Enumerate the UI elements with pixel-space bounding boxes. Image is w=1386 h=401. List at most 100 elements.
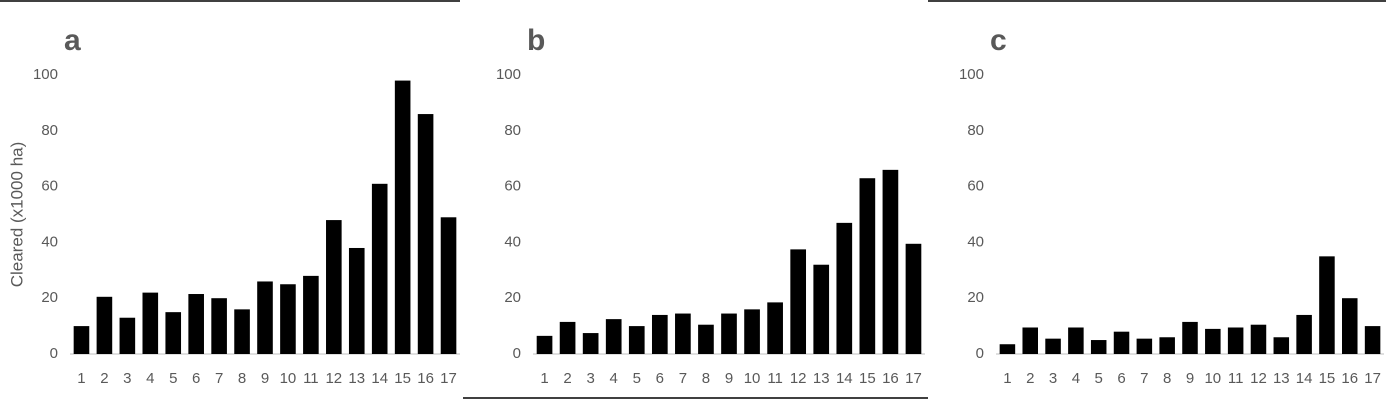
x-tick-label: 15	[859, 370, 876, 387]
x-tick-label: 6	[1117, 370, 1125, 387]
x-tick-label: 7	[1140, 370, 1148, 387]
x-tick-label: 16	[1341, 370, 1358, 387]
x-tick-label: 7	[215, 370, 223, 387]
bar	[188, 294, 204, 354]
bar	[371, 183, 388, 354]
x-tick-label: 1	[540, 370, 548, 387]
x-tick-label: 12	[325, 370, 342, 387]
bar	[96, 296, 113, 354]
x-tick-label: 10	[1204, 370, 1221, 387]
y-tick-label: 0	[50, 345, 58, 362]
x-tick-label: 12	[790, 370, 807, 387]
bar	[1159, 337, 1175, 354]
bar	[1296, 314, 1312, 354]
bar	[767, 302, 783, 354]
bar	[1364, 326, 1381, 354]
x-tick-label: 17	[1364, 370, 1381, 387]
bar	[142, 292, 159, 354]
bar	[257, 281, 273, 354]
bar	[1250, 324, 1267, 354]
y-tick-label: 80	[967, 122, 984, 139]
bar	[836, 222, 853, 354]
x-tick-label: 8	[702, 370, 710, 387]
y-tick-label: 20	[41, 289, 58, 306]
x-tick-label: 6	[656, 370, 664, 387]
y-tick-label: 100	[959, 66, 984, 83]
x-tick-label: 5	[633, 370, 641, 387]
x-tick-label: 4	[1072, 370, 1080, 387]
bar	[1045, 338, 1061, 354]
bar	[1113, 331, 1130, 354]
bar	[1273, 337, 1290, 354]
x-tick-label: 9	[261, 370, 269, 387]
x-tick-label: 8	[1163, 370, 1171, 387]
y-axis-label: Cleared (x1000 ha)	[7, 142, 26, 288]
x-tick-label: 13	[1273, 370, 1290, 387]
y-tick-label: 40	[41, 233, 58, 250]
panel-title: a	[64, 24, 81, 57]
y-tick-label: 60	[504, 178, 521, 195]
x-tick-label: 11	[1228, 370, 1244, 387]
bar	[1205, 328, 1221, 354]
x-tick-label: 3	[586, 370, 594, 387]
bar	[721, 313, 737, 354]
x-tick-label: 13	[348, 370, 365, 387]
bar	[698, 324, 714, 354]
bar	[1182, 321, 1198, 354]
y-tick-label: 100	[496, 66, 521, 83]
y-tick-label: 0	[976, 345, 984, 362]
y-tick-label: 100	[33, 66, 58, 83]
x-tick-label: 10	[280, 370, 297, 387]
x-tick-label: 2	[1026, 370, 1034, 387]
x-tick-label: 5	[1095, 370, 1103, 387]
x-tick-label: 13	[813, 370, 830, 387]
x-tick-label: 15	[394, 370, 411, 387]
bar	[394, 80, 411, 354]
bar	[326, 220, 342, 354]
bar	[280, 284, 296, 354]
y-tick-label: 80	[41, 122, 58, 139]
bar	[859, 178, 876, 354]
y-tick-label: 40	[504, 233, 521, 250]
bar	[417, 114, 434, 354]
y-tick-label: 20	[504, 289, 521, 306]
bar	[813, 264, 830, 354]
y-tick-label: 80	[504, 122, 521, 139]
bar	[1319, 256, 1335, 354]
y-tick-label: 0	[513, 345, 521, 362]
x-tick-label: 17	[440, 370, 457, 387]
bar	[582, 333, 599, 354]
y-tick-label: 60	[967, 178, 984, 195]
x-tick-label: 9	[1186, 370, 1194, 387]
bar	[440, 217, 457, 354]
x-tick-label: 6	[192, 370, 200, 387]
panel-title: b	[527, 24, 545, 57]
x-tick-label: 3	[1049, 370, 1057, 387]
x-tick-label: 15	[1319, 370, 1336, 387]
bar	[1090, 340, 1107, 354]
bar	[628, 326, 645, 354]
x-tick-label: 9	[725, 370, 733, 387]
x-tick-label: 1	[1003, 370, 1011, 387]
x-tick-label: 11	[303, 370, 319, 387]
bar	[651, 314, 668, 354]
x-tick-label: 8	[238, 370, 246, 387]
bar	[905, 243, 922, 354]
x-tick-label: 2	[100, 370, 108, 387]
x-tick-label: 14	[371, 370, 388, 387]
x-tick-label: 17	[905, 370, 922, 387]
x-tick-label: 16	[417, 370, 434, 387]
bar	[348, 247, 365, 354]
bar	[165, 312, 182, 354]
x-tick-label: 1	[77, 370, 85, 387]
y-tick-label: 40	[967, 233, 984, 250]
x-tick-label: 4	[146, 370, 154, 387]
y-tick-label: 60	[41, 178, 58, 195]
panel-title: c	[990, 24, 1007, 57]
x-tick-label: 10	[744, 370, 761, 387]
bar	[605, 319, 622, 354]
x-tick-label: 14	[1296, 370, 1313, 387]
x-tick-label: 3	[123, 370, 131, 387]
x-tick-label: 14	[836, 370, 853, 387]
